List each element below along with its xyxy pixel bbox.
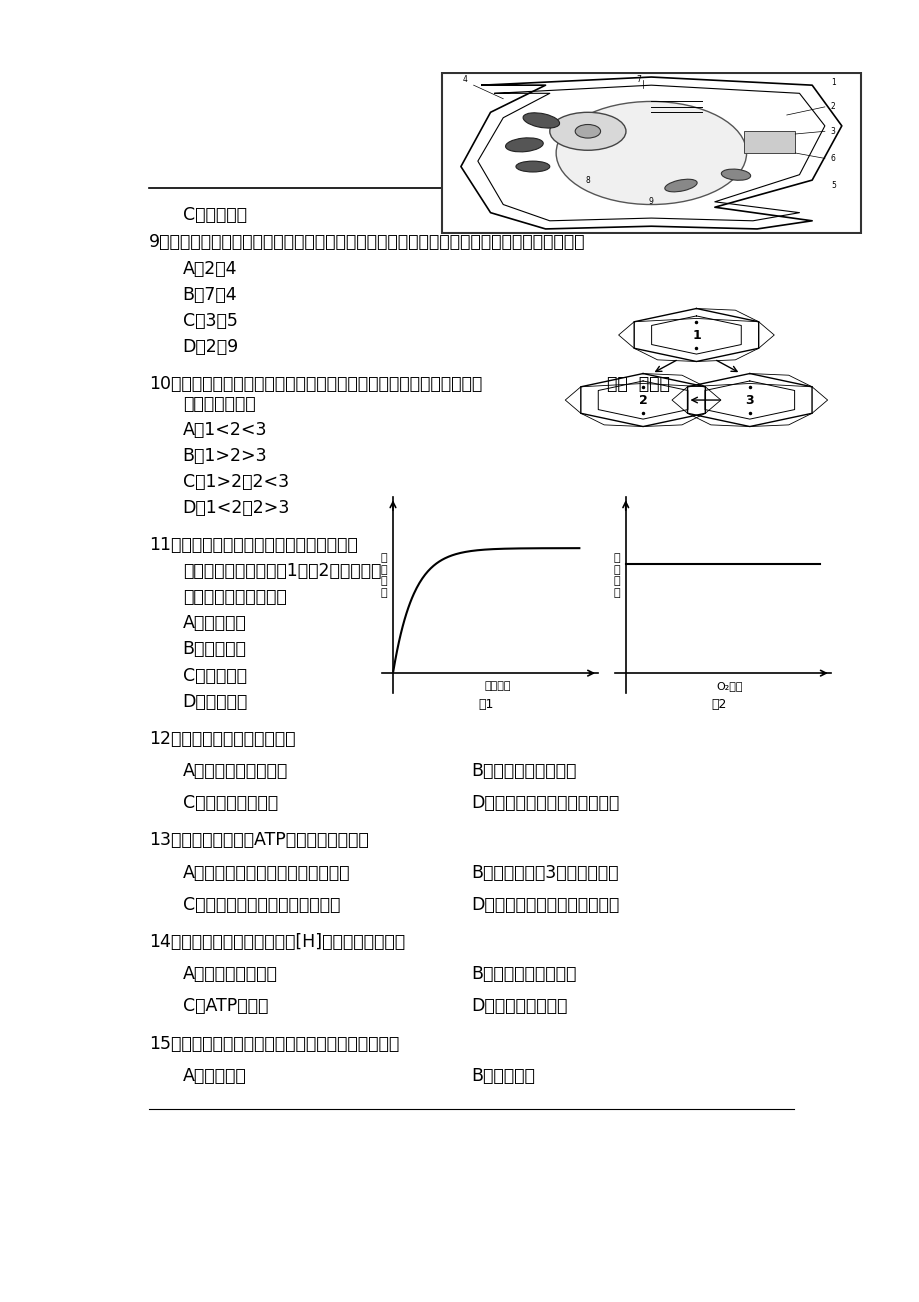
Text: A．三碳化合物还原: A．三碳化合物还原 [183, 965, 278, 983]
Text: C．1>2，2<3: C．1>2，2<3 [183, 473, 289, 491]
Text: B．1>2>3: B．1>2>3 [183, 447, 267, 465]
Text: C．在哪儿合成，就在哪儿被利用: C．在哪儿合成，就在哪儿被利用 [183, 896, 340, 914]
Text: O₂浓度: O₂浓度 [716, 681, 743, 691]
Text: B．化学本质是蛋白质: B．化学本质是蛋白质 [471, 762, 576, 780]
Text: A．在代谢旺盛的细胞中含量很丰富: A．在代谢旺盛的细胞中含量很丰富 [183, 863, 350, 881]
Text: 2: 2 [830, 103, 834, 112]
Text: D．能够降低化学反应的活化能: D．能够降低化学反应的活化能 [471, 794, 619, 812]
Ellipse shape [664, 180, 697, 191]
Text: D．脂肪分子: D．脂肪分子 [471, 206, 536, 224]
Ellipse shape [516, 161, 550, 172]
Text: A．一直通气: A．一直通气 [183, 1068, 246, 1085]
Text: C．能在低温下保存: C．能在低温下保存 [183, 794, 278, 812]
Ellipse shape [555, 102, 746, 204]
Text: D．胞吞胞吐: D．胞吞胞吐 [183, 693, 248, 711]
Text: 5: 5 [830, 181, 834, 190]
Text: 图1: 图1 [478, 698, 494, 711]
Ellipse shape [523, 113, 559, 128]
Text: C．主动运输: C．主动运输 [183, 667, 246, 685]
Text: D．二氧化碳的固定: D．二氧化碳的固定 [471, 997, 567, 1016]
Text: C．固醇分子: C．固醇分子 [183, 206, 246, 224]
Text: 12．酶具有催化作用的原因是: 12．酶具有催化作用的原因是 [149, 729, 295, 747]
Text: B．7、4: B．7、4 [183, 286, 237, 305]
Text: D．不断被合成，又不断被分解: D．不断被合成，又不断被分解 [471, 896, 619, 914]
Text: 图2: 图2 [710, 698, 726, 711]
Text: 转
运
速
度: 转 运 速 度 [380, 553, 387, 598]
Text: 7: 7 [636, 76, 641, 85]
Text: A．分子结构复杂多样: A．分子结构复杂多样 [183, 762, 288, 780]
Ellipse shape [720, 169, 750, 180]
Text: 浓度大小关系是: 浓度大小关系是 [183, 395, 255, 413]
Text: D．2、9: D．2、9 [183, 339, 239, 357]
Text: C．3、5: C．3、5 [183, 312, 237, 331]
Text: 转
运
速
度: 转 运 速 度 [612, 553, 619, 598]
Text: B．协助扩散: B．协助扩散 [183, 641, 246, 659]
Text: 13．下列关于细胞中ATP的叙述，正确的是: 13．下列关于细胞中ATP的叙述，正确的是 [149, 832, 369, 849]
Text: 1: 1 [691, 328, 700, 341]
Text: 11．某科学家在研究物质运输时发现，某物: 11．某科学家在研究物质运输时发现，某物 [149, 536, 357, 555]
Text: B．一直密封: B．一直密封 [471, 1068, 535, 1085]
Text: 1: 1 [830, 78, 834, 87]
Text: 10．右图是三个相邻的植物细胞之间水分流动方向示意图。图中三个细: 10．右图是三个相邻的植物细胞之间水分流动方向示意图。图中三个细 [149, 375, 482, 393]
Ellipse shape [550, 112, 625, 150]
FancyBboxPatch shape [441, 73, 860, 233]
Text: 胞的  细胞液: 胞的 细胞液 [607, 375, 669, 393]
Text: 质的运输速率符合下图1、图2所示特征，: 质的运输速率符合下图1、图2所示特征， [183, 562, 380, 581]
Text: B．五碳化合物的还原: B．五碳化合物的还原 [471, 965, 576, 983]
Text: 14．光合作用光反应中产生的[H]，在暗反应中参与: 14．光合作用光反应中产生的[H]，在暗反应中参与 [149, 934, 405, 952]
Text: D．1<2，2>3: D．1<2，2>3 [183, 499, 289, 517]
Text: 6: 6 [830, 154, 834, 163]
Text: 9: 9 [648, 198, 653, 206]
Text: 3: 3 [830, 126, 834, 135]
Text: 9．下图为某同学绘制的植物细胞结构模式图。如果是洋葱根尖分生区细胞，其中没有的结构有: 9．下图为某同学绘制的植物细胞结构模式图。如果是洋葱根尖分生区细胞，其中没有的结… [149, 233, 585, 251]
Text: A．自由扩散: A．自由扩散 [183, 615, 246, 633]
Text: 4: 4 [462, 76, 467, 85]
Text: 8: 8 [584, 176, 590, 185]
Text: 2: 2 [638, 393, 647, 406]
Text: 其最可能的运输方式是: 其最可能的运输方式是 [183, 589, 286, 607]
Text: A．1<2<3: A．1<2<3 [183, 421, 267, 439]
Text: C．ATP的分解: C．ATP的分解 [183, 997, 267, 1016]
Text: 物质浓度: 物质浓度 [483, 681, 510, 691]
Text: A．2、4: A．2、4 [183, 260, 237, 279]
Ellipse shape [574, 125, 600, 138]
FancyBboxPatch shape [743, 132, 794, 154]
Text: B．分子中含有3个高能磷酸键: B．分子中含有3个高能磷酸键 [471, 863, 618, 881]
Ellipse shape [505, 138, 542, 152]
Text: 15．使用酵母菌进行酿酒时，为了提高酒精产量应该: 15．使用酵母菌进行酿酒时，为了提高酒精产量应该 [149, 1035, 399, 1053]
Text: 3: 3 [744, 393, 754, 406]
